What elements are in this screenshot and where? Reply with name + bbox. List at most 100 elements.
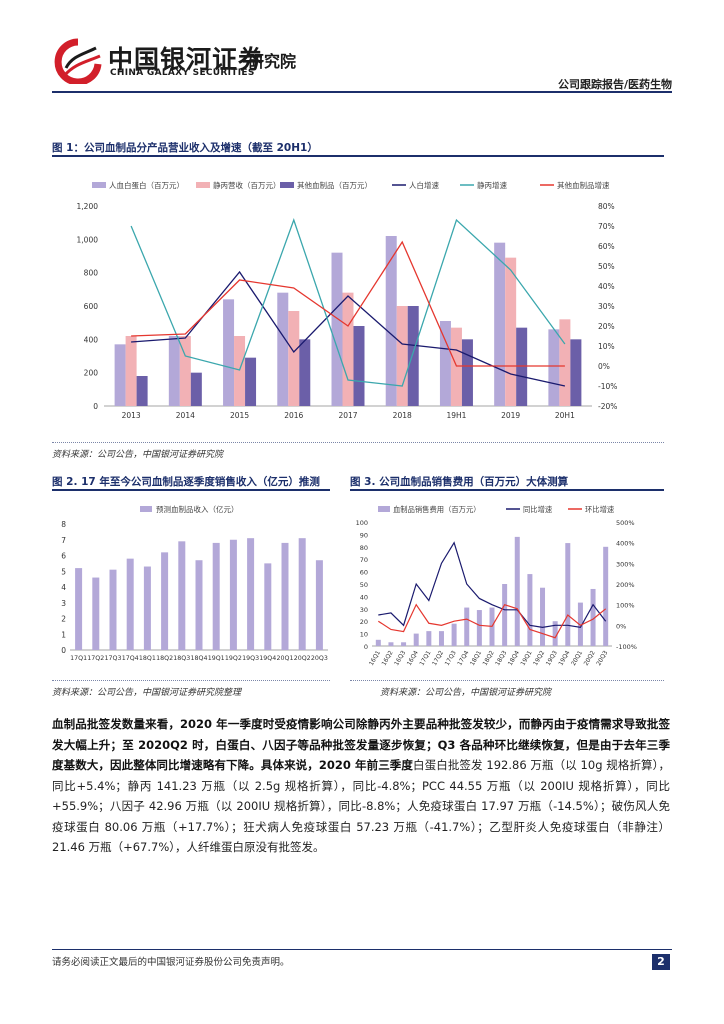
- bar-16: [577, 602, 583, 646]
- y-left-tick-label: 200: [84, 369, 99, 378]
- bar-2-8: [570, 339, 582, 406]
- figure2-source: 资料来源：公司公告，中国银河证券研究院整理: [52, 688, 242, 698]
- bar-0-4: [331, 252, 343, 406]
- body-rest: 白蛋白批签发 192.86 万瓶（以 10g 规格折算），同比+5.4%；静丙 …: [52, 758, 671, 854]
- y-left-tick-label: 70: [360, 556, 368, 564]
- y-right-tick-label: 0%: [616, 622, 626, 630]
- institute-name: 研究院: [248, 52, 297, 71]
- y-left-tick-label: 50: [360, 581, 368, 589]
- y-right-tick-label: 20%: [598, 322, 615, 331]
- x-tick-label: 18Q3: [173, 655, 190, 662]
- body-paragraph: 血制品批签发数量来看，2020 年一季度时受疫情影响公司除静丙外主要品种批签发较…: [52, 714, 670, 858]
- x-tick-label: 19Q3: [545, 649, 559, 667]
- bar-3: [413, 633, 419, 646]
- y-left-tick-label: 80: [360, 544, 368, 552]
- figure3-rule: [350, 489, 664, 491]
- figure3-divider: [350, 680, 664, 681]
- bar-1-2: [234, 336, 246, 406]
- legend-swatch-2: [280, 182, 294, 188]
- bar-17: [590, 588, 596, 646]
- legend-swatch-0: [378, 506, 390, 512]
- x-tick-label: 16Q2: [381, 649, 395, 667]
- x-tick-label: 17Q1: [70, 655, 87, 662]
- bar-1: [92, 577, 100, 650]
- x-tick-label: 17Q2: [87, 655, 104, 662]
- y-right-tick-label: 500%: [616, 519, 635, 527]
- y-right-tick-label: 50%: [598, 262, 615, 271]
- y-left-tick-label: 100: [356, 519, 368, 527]
- x-tick-label: 19Q4: [259, 655, 276, 662]
- y-tick-label: 7: [61, 536, 66, 545]
- footer-rule: [52, 949, 672, 950]
- y-right-tick-label: 10%: [598, 342, 615, 351]
- x-tick-label: 17Q4: [122, 655, 139, 662]
- x-tick-label: 18Q4: [191, 655, 208, 662]
- legend-label-2: 环比增速: [585, 505, 615, 514]
- legend-swatch-0: [92, 182, 106, 188]
- bar-1: [388, 642, 394, 646]
- logo-chinese-name: 中国银河证券: [108, 45, 265, 74]
- x-tick-label: 18Q4: [507, 649, 521, 667]
- figure1-chart: 人血白蛋白（百万元） 静丙营收（百万元） 其他血制品（百万元） 人白增速 静丙增速 其他血…: [77, 180, 618, 420]
- series-line-2: [377, 603, 607, 639]
- x-tick-label: 18Q3: [494, 649, 508, 667]
- x-tick-label: 17Q2: [431, 649, 445, 667]
- legend-label-4: 静丙增速: [477, 180, 507, 190]
- x-tick-label: 16Q1: [368, 649, 382, 667]
- bar-18: [603, 546, 609, 646]
- y-tick-label: 5: [61, 567, 66, 576]
- bar-11: [264, 563, 272, 650]
- y-right-tick-label: 30%: [598, 302, 615, 311]
- x-tick-label: 19Q1: [208, 655, 225, 662]
- bar-9: [229, 539, 237, 650]
- figure3-chart: 血制品销售费用（百万元） 同比增速 环比增速 0 10 20 30 40 50 60 70 80 90 1…: [356, 505, 637, 667]
- x-tick-label: 20Q3: [311, 655, 328, 662]
- y-left-tick-label: 90: [360, 531, 368, 539]
- y-right-tick-label: 0%: [598, 362, 610, 371]
- y-left-tick-label: 800: [84, 269, 99, 278]
- series-line-2: [131, 240, 565, 367]
- y-tick-label: 2: [61, 615, 66, 624]
- bar-10: [502, 584, 508, 646]
- x-tick-label: 18Q2: [482, 649, 496, 667]
- logo-english-name: CHINA GALAXY SECURITIES: [110, 68, 255, 78]
- y-tick-label: 1: [61, 630, 66, 639]
- bar-15: [565, 543, 571, 646]
- legend-label-1: 静丙营收（百万元）: [213, 180, 281, 190]
- bar-2-1: [190, 372, 202, 406]
- bar-2-5: [407, 306, 419, 406]
- x-tick-label: 17Q3: [444, 649, 458, 667]
- y-left-tick-label: 60: [360, 569, 368, 577]
- bar-0: [375, 639, 381, 646]
- bar-8: [212, 542, 220, 650]
- legend-label-0: 血制品销售费用（百万元）: [393, 505, 481, 514]
- y-left-tick-label: 600: [84, 302, 99, 311]
- footer-disclaimer: 请务必阅读正文最后的中国银河证券股份公司免责声明。: [52, 957, 290, 968]
- y-right-tick-label: -20%: [598, 402, 617, 411]
- bar-10: [247, 538, 255, 650]
- bar-2: [401, 642, 407, 646]
- x-tick-label: 18Q2: [156, 655, 173, 662]
- figure3-title: 图 3. 公司血制品销售费用（百万元）大体测算: [350, 476, 569, 488]
- x-tick-label: 20Q2: [583, 649, 597, 667]
- bar-12: [281, 542, 289, 650]
- figure2-rule: [52, 489, 330, 491]
- legend-label-3: 人白增速: [409, 180, 439, 190]
- bar-4: [426, 631, 432, 646]
- x-tick-label: 18Q1: [139, 655, 156, 662]
- x-tick-label: 2016: [284, 411, 303, 420]
- x-tick-label: 17Q4: [456, 649, 470, 667]
- x-tick-label: 16Q4: [406, 649, 420, 667]
- y-tick-label: 0: [61, 646, 66, 655]
- series-line-1: [130, 218, 566, 387]
- bar-2-7: [516, 327, 528, 406]
- y-left-tick-label: 400: [84, 335, 99, 344]
- bar-0-2: [223, 299, 235, 406]
- bar-7: [464, 607, 470, 646]
- bar-1-5: [396, 306, 408, 406]
- y-left-tick-label: 0: [364, 643, 368, 651]
- x-tick-label: 2015: [230, 411, 249, 420]
- bar-1-3: [288, 311, 300, 406]
- bar-5: [161, 552, 169, 650]
- x-tick-label: 2019: [501, 411, 520, 420]
